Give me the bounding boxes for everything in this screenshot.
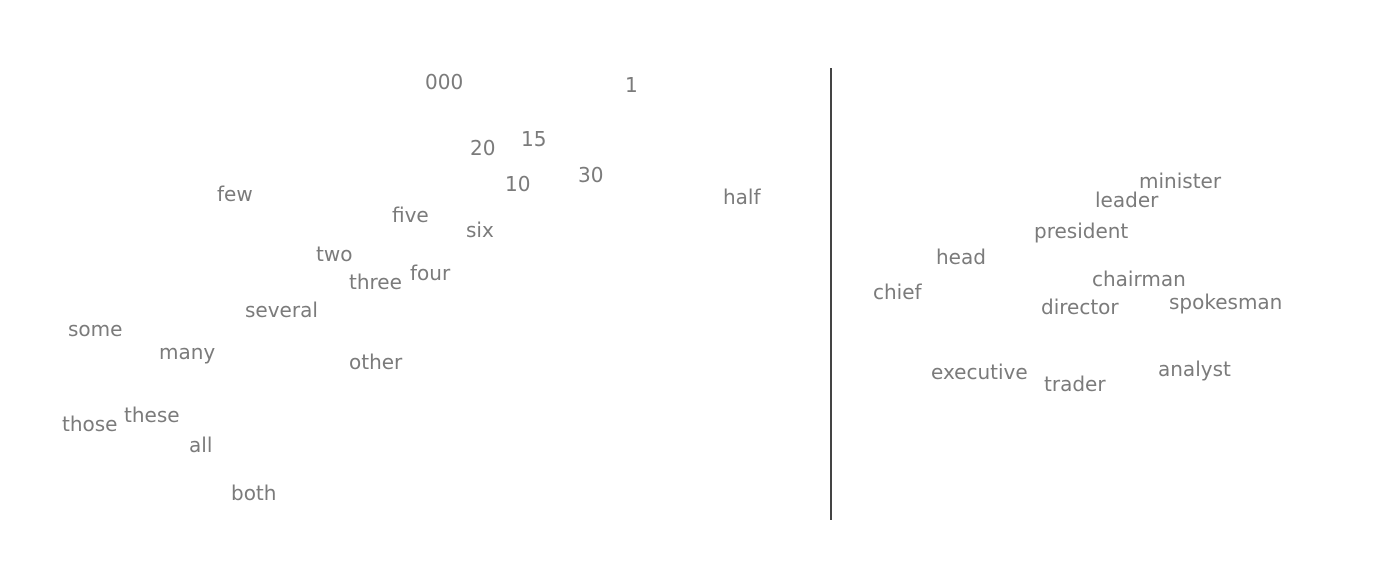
word-label: six — [466, 218, 494, 242]
word-label: chairman — [1092, 267, 1186, 291]
word-label: three — [349, 270, 402, 294]
word-label: trader — [1044, 372, 1106, 396]
word-label: minister — [1139, 169, 1222, 193]
word-label: 000 — [425, 70, 464, 94]
word-label: 20 — [470, 136, 496, 160]
word-label: those — [62, 412, 118, 436]
panel-divider — [830, 68, 832, 520]
word-label: other — [349, 350, 403, 374]
word-label: many — [159, 340, 216, 364]
word-label: chief — [873, 280, 922, 304]
word-label: 15 — [521, 127, 547, 151]
word-label: president — [1034, 219, 1129, 243]
word-label: five — [392, 203, 429, 227]
word-label: two — [316, 242, 353, 266]
word-label: director — [1041, 295, 1119, 319]
word-label: few — [217, 182, 253, 206]
word-label: leader — [1095, 188, 1159, 212]
word-label: 30 — [578, 163, 604, 187]
word-label: 1 — [625, 73, 638, 97]
word-label: several — [245, 298, 318, 322]
word-label: executive — [931, 360, 1028, 384]
word-label: half — [723, 185, 761, 209]
word-label: 10 — [505, 172, 531, 196]
word-label: head — [936, 245, 986, 269]
word-label: analyst — [1158, 357, 1231, 381]
word-label: these — [124, 403, 180, 427]
word-label: spokesman — [1169, 290, 1283, 314]
word-label: both — [231, 481, 277, 505]
word-label: four — [410, 261, 451, 285]
word-label: all — [189, 433, 213, 457]
word-label: some — [68, 317, 123, 341]
